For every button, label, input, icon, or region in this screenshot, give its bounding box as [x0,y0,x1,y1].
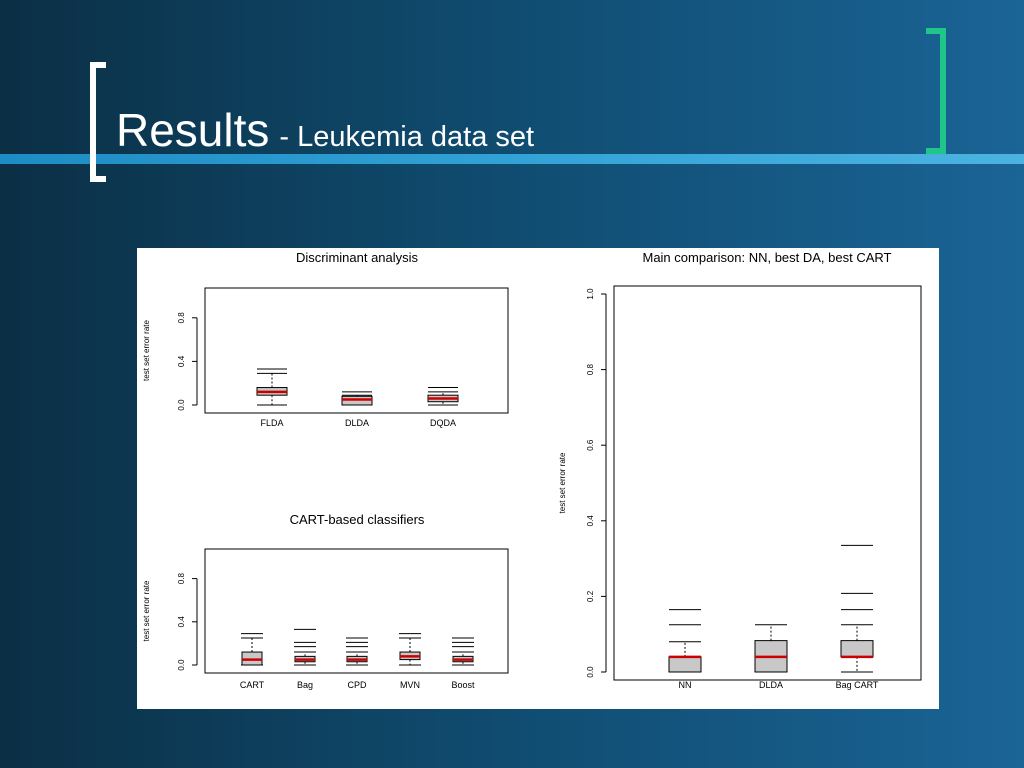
plot-frame [613,285,922,681]
box-mvn: MVN [399,633,421,690]
y-tick-label: 0.4 [586,515,595,527]
y-tick-label: 1.0 [586,288,595,300]
y-tick-label: 0.0 [177,399,186,411]
y-tick-label: 0.8 [177,572,186,584]
panel-0: Discriminant analysis 0.0 0.4 0.8 test set e… [142,250,509,428]
box-dlda: DLDA [754,624,788,690]
y-axis-label: test set error rate [558,452,567,513]
boxplot-figure: Discriminant analysis 0.0 0.4 0.8 test set e… [137,248,939,709]
box-cart: CART [240,633,265,690]
title-underline-bar [0,154,1024,164]
x-category-label: MVN [400,680,420,690]
y-tick-label: 0.8 [177,312,186,324]
box-body [668,656,702,673]
y-tick-label: 0.0 [586,666,595,678]
plot-frame [204,548,509,674]
slide-title: Results - Leukemia data set [116,103,534,157]
plot-frame [204,287,509,414]
y-axis-label: test set error rate [142,320,151,381]
x-category-label: DQDA [430,418,456,428]
box-boost: Boost [451,637,475,690]
x-category-label: DLDA [345,418,369,428]
left-bracket-decoration [90,62,106,182]
panel-title: Main comparison: NN, best DA, best CART [642,250,891,265]
x-category-label: CART [240,680,265,690]
y-tick-label: 0.4 [177,616,186,628]
x-category-label: NN [679,680,692,690]
boxplot-figure-svg: Discriminant analysis 0.0 0.4 0.8 test set e… [142,250,922,690]
panel-2: Main comparison: NN, best DA, best CART 0… [558,250,922,690]
x-category-label: FLDA [260,418,283,428]
right-bracket-decoration [926,28,946,154]
box-bag-cart: Bag CART [836,544,879,690]
y-tick-label: 0.0 [177,659,186,671]
y-axis-label: test set error rate [142,580,151,641]
panel-title: CART-based classifiers [290,512,425,527]
y-tick-label: 0.6 [586,439,595,451]
box-dlda: DLDA [341,391,373,428]
panel-1: CART-based classifiers 0.0 0.4 0.8 test set … [142,512,509,690]
x-category-label: Bag [297,680,313,690]
panel-title: Discriminant analysis [296,250,419,265]
x-category-label: Bag CART [836,680,879,690]
y-tick-label: 0.2 [586,590,595,602]
box-nn: NN [668,609,702,690]
x-category-label: DLDA [759,680,783,690]
box-bag: Bag [294,628,316,690]
slide-title-main: Results [116,104,270,156]
y-tick-label: 0.8 [586,363,595,375]
box-dqda: DQDA [427,387,459,428]
box-cpd: CPD [346,637,368,690]
x-category-label: Boost [451,680,475,690]
slide-title-subtitle: - Leukemia data set [279,121,535,153]
y-tick-label: 0.4 [177,355,186,367]
box-body [840,640,874,658]
x-category-label: CPD [347,680,367,690]
box-flda: FLDA [256,368,288,428]
